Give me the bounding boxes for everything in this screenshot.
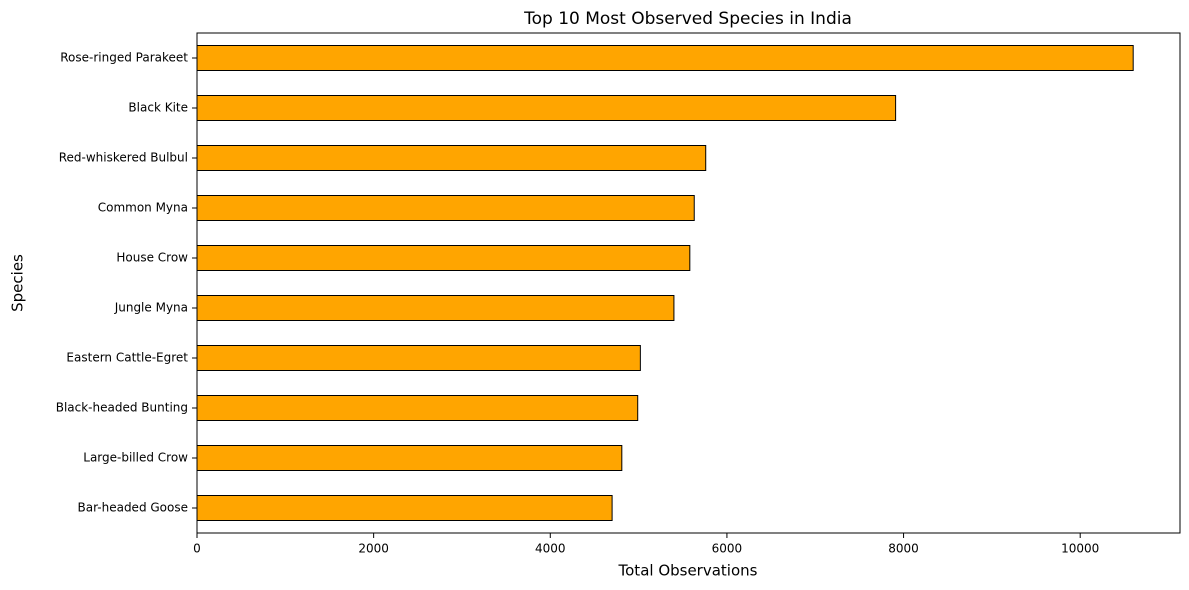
bar [196, 295, 675, 321]
x-tick-label: 6000 [712, 542, 743, 556]
y-tick-label: Rose-ringed Parakeet [60, 51, 188, 65]
bar [196, 345, 641, 371]
x-axis-label: Total Observations [618, 562, 758, 580]
y-tick-label: Bar-headed Goose [78, 501, 188, 515]
y-tick-label: Black Kite [128, 101, 188, 115]
x-tick-label: 0 [193, 542, 201, 556]
y-tick-label: Eastern Cattle-Egret [66, 351, 188, 365]
y-axis-label: Species [9, 254, 27, 312]
x-tick-label: 10000 [1061, 542, 1099, 556]
plot-frame [196, 32, 1181, 534]
bar [196, 195, 695, 221]
x-tick-label: 8000 [888, 542, 919, 556]
bar [196, 495, 613, 521]
bar [196, 395, 639, 421]
bar [196, 145, 707, 171]
bar [196, 445, 623, 471]
bar [196, 95, 897, 121]
x-tick-label: 4000 [535, 542, 566, 556]
x-tick-label: 2000 [358, 542, 389, 556]
y-tick-label: House Crow [116, 251, 188, 265]
bar [196, 45, 1134, 71]
bar [196, 245, 691, 271]
chart-title: Top 10 Most Observed Species in India [523, 9, 852, 29]
y-tick-label: Common Myna [98, 201, 188, 215]
y-tick-label: Black-headed Bunting [56, 401, 188, 415]
y-tick-label: Red-whiskered Bulbul [59, 151, 188, 165]
y-tick-label: Large-billed Crow [83, 451, 188, 465]
y-tick-label: Jungle Myna [114, 301, 188, 315]
